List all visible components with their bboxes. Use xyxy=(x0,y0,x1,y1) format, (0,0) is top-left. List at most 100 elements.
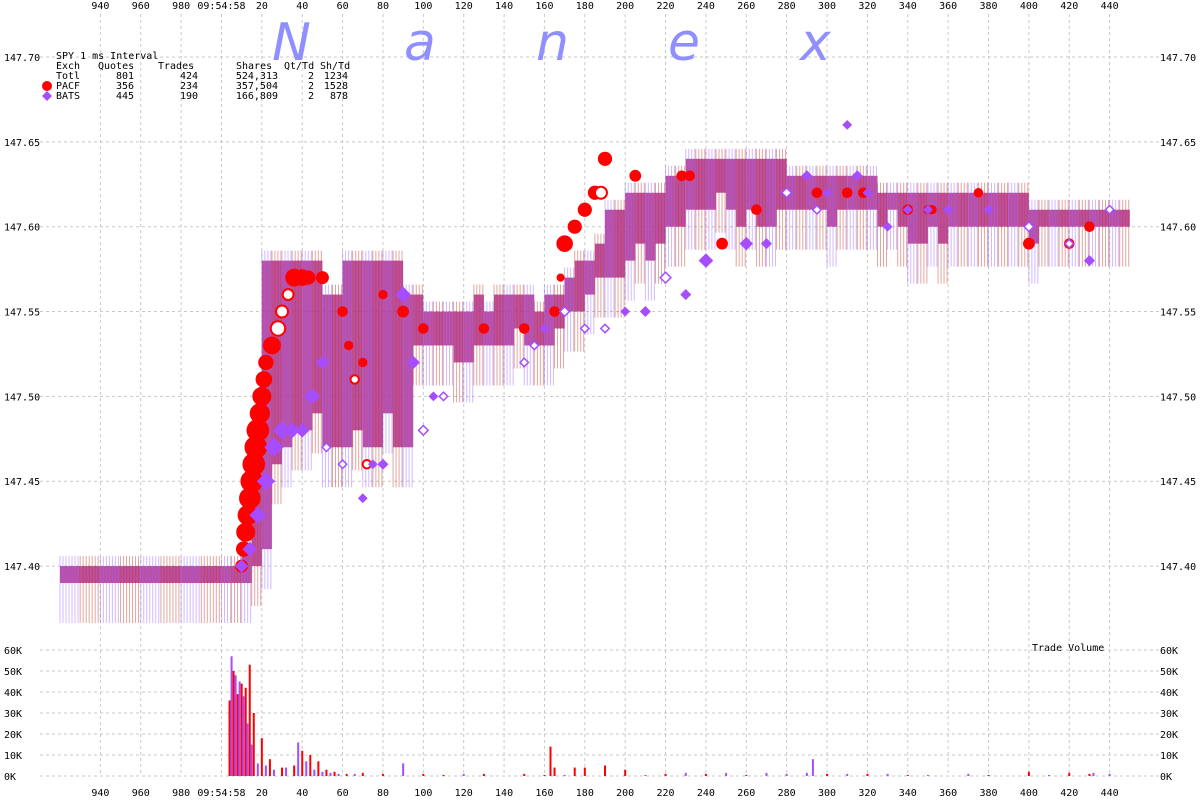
pacf-volume-bar xyxy=(345,773,348,776)
volume-tick-label-left: 0K xyxy=(4,772,16,783)
legend-cell: 190 xyxy=(180,91,198,102)
pacf-volume-bar xyxy=(281,767,284,776)
y-tick-label-right: 147.65 xyxy=(1160,138,1196,149)
pacf-volume-bar xyxy=(543,774,546,776)
bats-volume-bar xyxy=(313,769,316,776)
pacf-volume-bar xyxy=(333,771,336,776)
bats-trade-marker xyxy=(780,186,793,199)
pacf-volume-bar xyxy=(422,773,425,776)
quote-band-segment xyxy=(998,192,1009,227)
quote-band-segment xyxy=(1089,209,1100,227)
quote-band-segment xyxy=(584,260,595,295)
pacf-volume-bar xyxy=(260,738,263,776)
bats-trade-marker xyxy=(256,472,275,491)
legend-header: Trades xyxy=(158,61,194,72)
x-tick-label-top: 40 xyxy=(296,1,308,12)
legend-cell: 2 xyxy=(308,71,314,82)
pacf-volume-bar xyxy=(236,694,239,776)
x-tick-label-top: 300 xyxy=(818,1,836,12)
volume-tick-label-right: 40K xyxy=(1160,688,1178,699)
bats-trade-marker xyxy=(406,355,420,370)
pacf-trade-marker xyxy=(349,374,360,385)
x-tick-label-top: 260 xyxy=(737,1,755,12)
pacf-volume-bar xyxy=(583,767,586,776)
bats-trade-marker xyxy=(438,391,449,402)
legend-header: Sh/Td xyxy=(320,61,350,72)
watermark-letter: N xyxy=(272,13,311,73)
bats-volume-bar xyxy=(846,773,849,776)
x-tick-label-bottom: 160 xyxy=(535,788,553,799)
quote-band-segment xyxy=(907,192,918,244)
quote-band-segment xyxy=(322,294,333,448)
quote-band-segment xyxy=(493,294,505,346)
pacf-volume-bar xyxy=(361,772,364,776)
bats-volume-bar xyxy=(256,763,259,776)
bats-trade-marker xyxy=(882,221,893,232)
bats-volume-bar xyxy=(1092,772,1095,776)
bats-trade-marker xyxy=(698,253,714,268)
legend-cell: 356 xyxy=(116,81,134,92)
pacf-trade-marker xyxy=(567,219,582,234)
legend-header: Exch xyxy=(56,61,80,72)
x-tick-label-top: 200 xyxy=(616,1,634,12)
quote-band-segment xyxy=(1099,209,1110,227)
x-tick-label-top: 440 xyxy=(1101,1,1119,12)
quote-band-segment xyxy=(726,158,737,210)
bats-volume-bar xyxy=(234,675,237,776)
bats-trade-marker xyxy=(337,458,348,470)
bats-trade-marker xyxy=(620,306,631,317)
quote-band-segment xyxy=(261,260,272,550)
bats-trade-marker xyxy=(249,506,267,524)
pacf-trade-marker xyxy=(593,185,608,200)
quote-band-segment xyxy=(746,158,757,210)
volume-tick-label-right: 50K xyxy=(1160,667,1178,678)
quote-band-segment xyxy=(271,260,283,465)
x-tick-label-top: 220 xyxy=(657,1,675,12)
pacf-volume-bar xyxy=(553,767,556,776)
bats-trade-marker xyxy=(367,459,378,470)
pacf-volume-bar xyxy=(317,761,320,776)
pacf-volume-bar xyxy=(1068,772,1071,776)
pacf-trade-marker xyxy=(973,188,984,198)
quote-band-segment xyxy=(282,260,293,448)
bats-trade-marker xyxy=(1083,255,1095,267)
x-tick-label-bottom: 420 xyxy=(1060,788,1078,799)
volume-tick-label-right: 60K xyxy=(1160,646,1178,657)
volume-tick-label-right: 10K xyxy=(1160,751,1178,762)
watermark-letter: n xyxy=(536,13,569,73)
x-tick-label-top: 960 xyxy=(132,1,150,12)
legend-cell: 1528 xyxy=(324,81,348,92)
bats-trade-marker xyxy=(357,493,368,504)
watermark-letter: e xyxy=(668,13,700,73)
x-tick-label-top: 100 xyxy=(414,1,432,12)
pacf-volume-bar xyxy=(442,774,445,776)
pacf-trade-marker xyxy=(275,304,290,319)
volume-tick-label-left: 40K xyxy=(4,688,22,699)
quote-band-segment xyxy=(716,158,727,193)
quote-band-segment xyxy=(403,294,414,448)
quote-band-segment xyxy=(635,192,646,244)
bats-volume-bar xyxy=(250,744,253,776)
x-tick-label-bottom: 960 xyxy=(132,788,150,799)
bats-trade-marker xyxy=(680,289,692,301)
bats-trade-marker xyxy=(321,442,332,453)
pacf-volume-bar xyxy=(240,683,243,776)
quote-band-segment xyxy=(443,311,454,346)
quote-band-segment xyxy=(201,566,222,584)
quote-band-segment xyxy=(413,294,424,346)
quote-band-segment xyxy=(463,311,474,363)
bats-volume-bar xyxy=(242,696,245,776)
quote-band-segment xyxy=(877,192,888,227)
bats-trade-marker xyxy=(315,355,330,370)
y-tick-label-left: 147.50 xyxy=(4,392,40,403)
bats-trade-marker xyxy=(983,204,994,215)
x-tick-label-bottom: 60 xyxy=(337,788,349,799)
bats-trade-marker xyxy=(377,458,389,470)
x-tick-label-top: 360 xyxy=(939,1,957,12)
bats-trade-marker xyxy=(529,340,540,351)
y-tick-label-left: 147.55 xyxy=(4,308,40,319)
quote-band-segment xyxy=(978,192,989,227)
x-tick-label-bottom: 340 xyxy=(899,788,917,799)
pacf-trade-marker xyxy=(343,340,354,351)
